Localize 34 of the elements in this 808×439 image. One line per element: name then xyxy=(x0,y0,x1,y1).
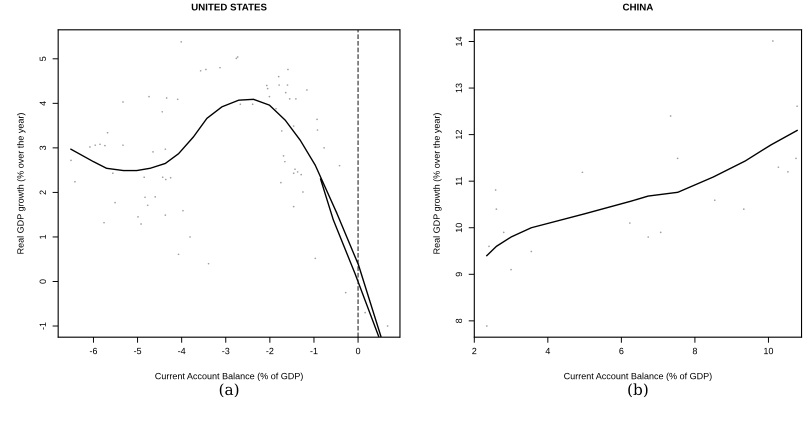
x-tick-label: -1 xyxy=(310,348,318,354)
y-tick-label: 1 xyxy=(40,234,46,239)
chart-title: UNITED STATES xyxy=(192,4,267,11)
y-tick-label: 13 xyxy=(456,83,462,92)
x-axis-title: Current Account Balance (% of GDP) xyxy=(564,372,712,382)
y-tick-label: 14 xyxy=(456,36,462,46)
y-tick-label: 10 xyxy=(456,223,462,232)
x-tick-label: 4 xyxy=(546,348,550,354)
x-tick-label: -5 xyxy=(134,348,142,354)
x-tick-label: -6 xyxy=(90,348,98,354)
x-tick-label: 8 xyxy=(692,348,698,354)
y-tick-label: 3 xyxy=(40,146,46,150)
y-tick-label: 0 xyxy=(40,279,46,284)
x-tick-label: 0 xyxy=(356,348,360,354)
x-tick-label: 2 xyxy=(472,348,476,354)
y-tick-label: 2 xyxy=(40,190,46,194)
y-tick-label: 9 xyxy=(456,272,462,276)
y-tick-label: 5 xyxy=(40,56,46,61)
x-tick-label: -3 xyxy=(222,348,230,354)
y-axis-title: Real GDP growth (% over the year) xyxy=(433,113,442,254)
y-tick-label: 4 xyxy=(40,101,46,106)
x-tick-label: 6 xyxy=(619,348,624,354)
y-tick-label: 11 xyxy=(456,176,462,186)
x-tick-label: -4 xyxy=(178,348,186,354)
x-axis-title: Current Account Balance (% of GDP) xyxy=(155,372,303,382)
chart-title: CHINA xyxy=(622,4,654,11)
text: (b) xyxy=(628,383,648,398)
y-tick-label: 8 xyxy=(456,318,462,323)
x-tick-label: -2 xyxy=(266,348,274,354)
y-axis-title: Real GDP growth (% over the year) xyxy=(17,113,26,254)
y-tick-label: 12 xyxy=(456,130,462,139)
x-tick-label: 10 xyxy=(764,348,774,354)
text: (a) xyxy=(220,383,238,398)
y-tick-label: -1 xyxy=(40,322,46,330)
